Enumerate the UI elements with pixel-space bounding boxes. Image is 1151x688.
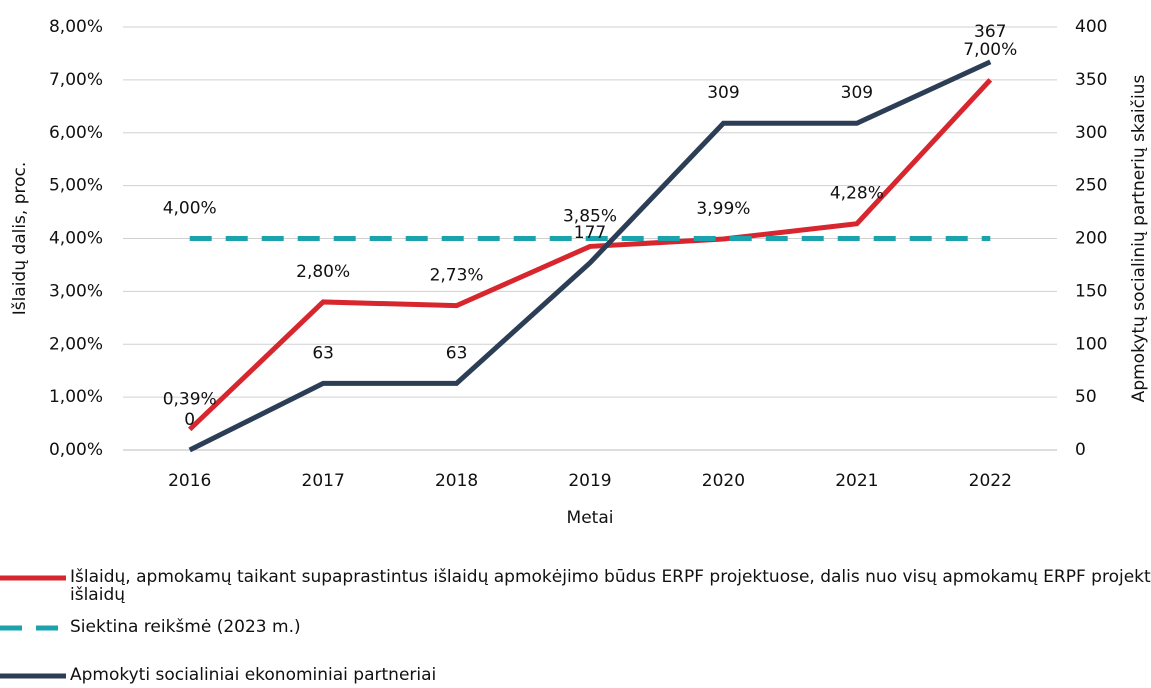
y2-tick-label: 250 — [1075, 176, 1107, 196]
chart: 0,00% 1,00% 2,00% 3,00% 4,00% 5,00% 6,00% 7,00%… — [10, 17, 1149, 528]
data-label: 4,28% — [830, 184, 884, 204]
data-label: 309 — [841, 83, 873, 103]
data-label: 177 — [574, 223, 606, 243]
legend-swatch — [0, 575, 66, 581]
y-tick-label: 6,00% — [49, 123, 103, 143]
data-label: 2,80% — [296, 262, 350, 282]
y-axis-title: Išlaidų dalis, proc. — [10, 162, 30, 316]
x-tick-label: 2019 — [568, 471, 611, 491]
y-tick-label: 8,00% — [49, 17, 103, 37]
series-line — [188, 59, 992, 453]
y2-tick-label: 50 — [1075, 387, 1097, 407]
legend-label: Išlaidų, apmokamų taikant supaprastintus… — [70, 567, 1151, 605]
y-tick-label: 0,00% — [49, 440, 103, 460]
data-label: 3,99% — [696, 199, 750, 219]
data-label: 63 — [446, 343, 468, 363]
y-tick-label: 4,00% — [49, 229, 103, 249]
legend-label: Siektina reikšmė (2023 m.) — [70, 617, 301, 637]
x-tick-label: 2020 — [702, 471, 745, 491]
x-tick-label: 2021 — [835, 471, 878, 491]
y-tick-label: 2,00% — [49, 334, 103, 354]
x-tick-label: 2022 — [969, 471, 1012, 491]
y2-axis-title: Apmokytų socialinių partnerių skaičius — [1129, 75, 1149, 403]
y2-tick-label: 200 — [1075, 229, 1107, 249]
data-label: 4,00% — [163, 199, 217, 219]
data-label: 2,73% — [430, 266, 484, 286]
series-line — [187, 78, 993, 432]
y2-tick-label: 150 — [1075, 281, 1107, 301]
x-axis-title: Metai — [567, 508, 614, 528]
y-tick-label: 7,00% — [49, 70, 103, 90]
y2-tick-label: 0 — [1075, 440, 1086, 460]
y2-tick-label: 300 — [1075, 123, 1107, 143]
y-tick-label: 1,00% — [49, 387, 103, 407]
legend-item: Apmokyti socialiniai ekonominiai partner… — [0, 666, 1151, 688]
y2-tick-label: 350 — [1075, 70, 1107, 90]
legend-label: Apmokyti socialiniai ekonominiai partner… — [70, 665, 437, 685]
legend-item: Išlaidų, apmokamų taikant supaprastintus… — [0, 568, 1151, 612]
data-label: 3,85% — [563, 206, 617, 226]
data-label: 0 — [184, 410, 195, 430]
legend-swatch — [0, 625, 66, 631]
x-tick-label: 2016 — [168, 471, 211, 491]
y-tick-label: 3,00% — [49, 281, 103, 301]
y2-tick-label: 100 — [1075, 334, 1107, 354]
x-tick-label: 2018 — [435, 471, 478, 491]
data-label: 367 — [974, 22, 1006, 42]
legend-item: Siektina reikšmė (2023 m.) — [0, 618, 1151, 662]
legend-swatch — [0, 673, 66, 679]
data-label: 7,00% — [963, 40, 1017, 60]
data-label: 63 — [312, 343, 334, 363]
data-label: 0,39% — [163, 389, 217, 409]
data-label: 309 — [707, 83, 739, 103]
x-tick-label: 2017 — [302, 471, 345, 491]
y-tick-label: 5,00% — [49, 176, 103, 196]
y2-tick-label: 400 — [1075, 17, 1107, 37]
